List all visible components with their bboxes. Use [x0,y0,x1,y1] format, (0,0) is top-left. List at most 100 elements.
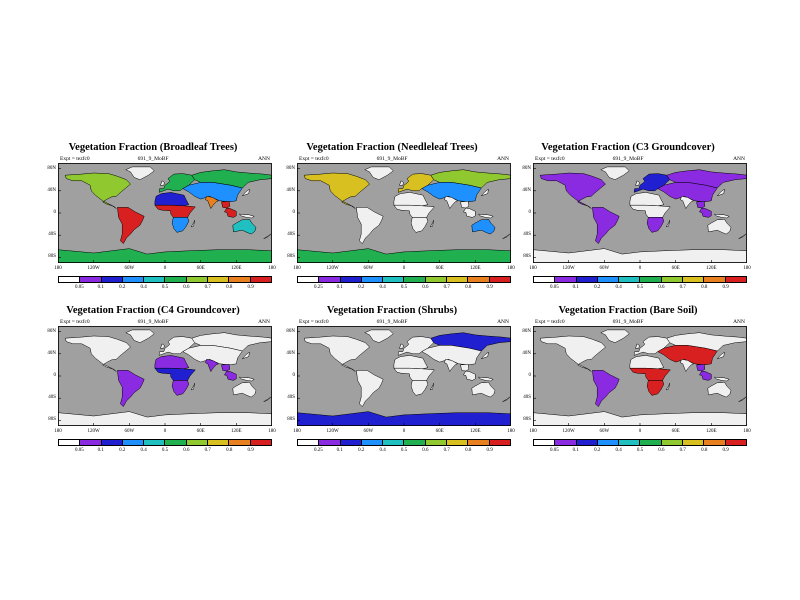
lon-tick-label: 120W [87,429,100,434]
chart-title: Vegetation Fraction (C3 Groundcover) [541,142,715,153]
lat-tick-label: 40N [286,350,295,356]
lat-tick-label: 40S [48,395,56,401]
lat-tick-label: 40S [287,232,295,238]
region-europe [397,336,435,356]
colorbar-swatch [383,440,405,445]
run-label: 691_9_MoBF [137,156,169,162]
colorbar-swatch [425,440,448,445]
island-4 [477,213,494,219]
colorbar-tick-label: 0.4 [140,448,147,453]
colorbar-swatch [468,440,490,445]
region-antarctica [533,411,747,426]
colorbar-swatch [489,277,510,282]
season-label: ANN [733,156,745,162]
region-antarctica [297,248,511,263]
colorbar-tick-label: 0.2 [358,448,365,453]
colorbar-swatch [619,440,641,445]
region-india [205,196,220,210]
lon-tick-label: 60E [196,266,205,271]
vegetation-map [58,326,272,426]
lat-tick-label: 0 [53,373,57,378]
lon-tick-label: 60W [124,429,135,434]
colorbar-tick-label: 0.8 [701,285,708,290]
region-south-america [592,370,620,408]
colorbar-tick-label: 0.9 [247,285,254,290]
lon-tick-label: 180 [268,429,276,434]
region-europe [633,173,671,193]
chart-title: Vegetation Fraction (Bare Soil) [558,305,698,316]
colorbar-tick-label: 0.9 [486,448,493,453]
colorbar-swatch [361,440,384,445]
run-label: 691_9_MoBF [612,319,644,325]
region-south-america [592,207,620,245]
lon-tick-label: 0 [402,266,406,271]
colorbar-swatch [144,277,166,282]
region-south-america [356,370,384,408]
island-3 [502,396,510,402]
region-se-asia [221,201,237,218]
island-2 [429,220,434,228]
lat-tick-label: 80S [287,417,295,423]
colorbar-swatch [101,277,123,282]
colorbar-tick-label: 0.5 [636,448,644,453]
colorbar-tick-label: 0.9 [247,448,254,453]
colorbar-tick-label: 0.8 [226,448,233,453]
island-0 [634,343,640,349]
lat-tick-label: 0 [528,210,532,215]
region-india [205,359,220,373]
island-4 [713,213,730,219]
colorbar [297,439,511,446]
colorbar-tick-label: 0.1 [97,285,104,290]
colorbar-swatch [555,277,577,282]
lon-tick-label: 180 [54,429,62,434]
region-australia [707,218,732,235]
region-africa-central [154,204,196,218]
lon-tick-label: 0 [638,266,642,271]
lon-tick-label: 180 [507,266,515,271]
region-europe [158,173,196,193]
region-africa-south [646,380,665,396]
colorbar-tick-label: 0.05 [550,285,559,290]
island-3 [263,233,271,239]
experiment-label: Expt = tezfc0 [299,156,329,162]
island-1 [241,188,250,197]
island-0 [398,343,404,349]
lon-tick-label: 120E [706,429,717,434]
map-frame [58,163,272,263]
experiment-label: Expt = tezfc0 [60,319,90,325]
colorbar-tick-label: 0.5 [400,285,408,290]
colorbar-swatch [229,277,251,282]
lon-tick-label: 60W [599,429,610,434]
lat-tick-label: 80N [522,328,531,334]
panel-c4-groundcover: Vegetation Fraction (C4 Groundcover) Expt… [33,305,275,475]
vegetation-map [533,326,747,426]
colorbar-tick-label: 0.8 [465,285,472,290]
colorbar-tick-label: 0.6 [658,448,665,453]
colorbar-tick-label: 0.25 [314,448,323,453]
colorbar-swatch [404,440,426,445]
region-australia [471,381,496,398]
island-1 [241,351,250,360]
colorbar-swatch [298,440,320,445]
island-4 [713,376,730,382]
colorbar-swatch [661,440,684,445]
region-australia [232,218,257,235]
region-india [444,196,459,210]
colorbar-swatch [208,277,230,282]
island-3 [738,396,746,402]
lon-tick-label: 180 [743,429,751,434]
chart-title: Vegetation Fraction (C4 Groundcover) [66,305,240,316]
run-label: 691_9_MoBF [376,319,408,325]
lat-tick-label: 40N [286,187,295,193]
lat-tick-label: 40N [47,187,56,193]
region-antarctica [533,248,747,263]
region-north-america [303,335,370,372]
region-india [680,196,695,210]
lat-tick-label: 40S [523,395,531,401]
lon-tick-label: 120E [231,266,242,271]
island-2 [665,383,670,391]
panel-bare-soil: Vegetation Fraction (Bare Soil) Expt = te… [508,305,750,475]
lat-tick-label: 40N [522,350,531,356]
colorbar-swatch [447,277,469,282]
lon-tick-label: 180 [507,429,515,434]
